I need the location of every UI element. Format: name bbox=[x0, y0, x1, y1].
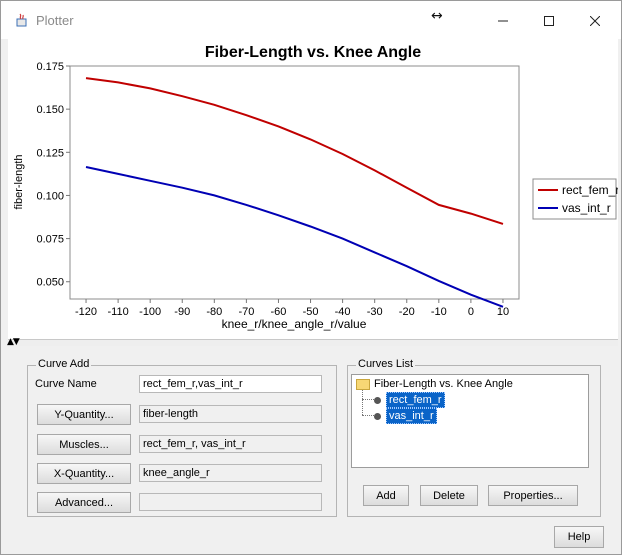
x-tick-label: -30 bbox=[367, 306, 383, 318]
x-tick-label: -60 bbox=[271, 306, 287, 318]
legend-box bbox=[532, 178, 617, 220]
x-tick-label: -100 bbox=[139, 306, 161, 318]
x-tick-label: 10 bbox=[497, 306, 509, 318]
plot-area: Fiber-Length vs. Knee Angle 0.175 0.150 0.… bbox=[8, 39, 619, 339]
y-quantity-button[interactable]: Y-Quantity... bbox=[37, 404, 131, 425]
curve-add-group: Curve Add bbox=[27, 358, 337, 517]
minimize-icon bbox=[498, 20, 508, 22]
x-axis: -120 -110 -100 -90 -80 -70 -60 -50 -40 -30 -20 -10 0… bbox=[75, 299, 509, 318]
curve-name-label: Curve Name bbox=[35, 378, 97, 390]
advanced-field bbox=[139, 493, 322, 511]
tree-item-vas-int-r[interactable]: vas_int_r bbox=[374, 408, 437, 424]
x-axis-label: knee_r/knee_angle_r/value bbox=[222, 317, 367, 331]
x-quantity-field: knee_angle_r bbox=[139, 464, 322, 482]
y-tick-label: 0.125 bbox=[36, 147, 64, 159]
y-tick-label: 0.075 bbox=[36, 234, 64, 246]
properties-button[interactable]: Properties... bbox=[488, 485, 578, 506]
minimize-button[interactable] bbox=[480, 7, 526, 35]
tree-root-label: Fiber-Length vs. Knee Angle bbox=[374, 378, 513, 390]
y-tick-label: 0.175 bbox=[36, 61, 64, 73]
curves-tree[interactable]: Fiber-Length vs. Knee Angle rect_fem_r v… bbox=[351, 374, 589, 468]
y-quantity-field: fiber-length bbox=[139, 405, 322, 423]
x-tick-label: -10 bbox=[431, 306, 447, 318]
resize-cursor-icon: ↔ bbox=[431, 8, 443, 24]
tree-node-icon bbox=[374, 396, 381, 404]
title-bar[interactable]: Plotter ↔ bbox=[1, 1, 621, 39]
curves-list-group: Curves List bbox=[347, 358, 601, 517]
x-tick-label: -120 bbox=[75, 306, 97, 318]
legend-label-vas-int-r: vas_int_r bbox=[562, 201, 611, 215]
split-arrows-icon[interactable]: ▲▼ bbox=[7, 337, 20, 347]
muscles-button[interactable]: Muscles... bbox=[37, 434, 131, 455]
maximize-button[interactable] bbox=[526, 7, 572, 35]
advanced-button[interactable]: Advanced... bbox=[37, 492, 131, 513]
x-tick-label: -20 bbox=[399, 306, 415, 318]
tree-item-label: rect_fem_r bbox=[386, 392, 445, 408]
legend: rect_fem_r vas_int_r bbox=[532, 178, 619, 220]
y-tick-label: 0.100 bbox=[36, 190, 64, 202]
tree-connector bbox=[362, 390, 363, 415]
window-title: Plotter bbox=[36, 13, 74, 28]
help-button[interactable]: Help bbox=[554, 526, 604, 548]
tree-item-rect-fem-r[interactable]: rect_fem_r bbox=[374, 392, 445, 408]
tree-root[interactable]: Fiber-Length vs. Knee Angle bbox=[356, 378, 513, 390]
close-icon bbox=[590, 16, 600, 26]
x-quantity-button[interactable]: X-Quantity... bbox=[37, 463, 131, 484]
maximize-icon bbox=[544, 16, 554, 26]
tree-node-icon bbox=[374, 412, 381, 420]
x-tick-label: 0 bbox=[468, 306, 474, 318]
delete-button[interactable]: Delete bbox=[420, 485, 478, 506]
curve-name-input[interactable]: rect_fem_r,vas_int_r bbox=[139, 375, 322, 393]
folder-icon bbox=[356, 378, 370, 390]
tree-connector bbox=[362, 399, 374, 400]
split-pane-divider[interactable] bbox=[8, 339, 618, 346]
y-tick-label: 0.050 bbox=[36, 277, 64, 289]
x-tick-label: -50 bbox=[303, 306, 319, 318]
x-tick-label: -70 bbox=[238, 306, 254, 318]
series-lines bbox=[85, 77, 504, 308]
close-button[interactable] bbox=[572, 7, 618, 35]
tree-connector bbox=[362, 415, 374, 416]
java-app-icon bbox=[16, 13, 27, 27]
add-button[interactable]: Add bbox=[363, 485, 409, 506]
line-chart: Fiber-Length vs. Knee Angle 0.1750.1500.… bbox=[13, 44, 619, 331]
series-line-rect-fem-r bbox=[85, 77, 504, 225]
curve-add-title: Curve Add bbox=[36, 358, 92, 370]
x-tick-label: -90 bbox=[174, 306, 190, 318]
y-axis: 0.175 0.150 0.125 0.100 0.075 0.050 bbox=[36, 61, 70, 289]
plot-frame bbox=[69, 65, 520, 300]
legend-label-rect-fem-r: rect_fem_r bbox=[562, 183, 618, 197]
y-tick-label: 0.150 bbox=[36, 104, 64, 116]
chart-title: Fiber-Length vs. Knee Angle bbox=[205, 44, 421, 61]
tree-item-label: vas_int_r bbox=[386, 408, 437, 424]
x-tick-label: -110 bbox=[108, 306, 129, 318]
y-axis-label: fiber-length bbox=[13, 154, 25, 209]
series-line-vas-int-r bbox=[85, 166, 504, 308]
x-tick-label: -40 bbox=[335, 306, 351, 318]
muscles-field: rect_fem_r, vas_int_r bbox=[139, 435, 322, 453]
x-tick-label: -80 bbox=[206, 306, 222, 318]
curves-list-title: Curves List bbox=[356, 358, 416, 370]
